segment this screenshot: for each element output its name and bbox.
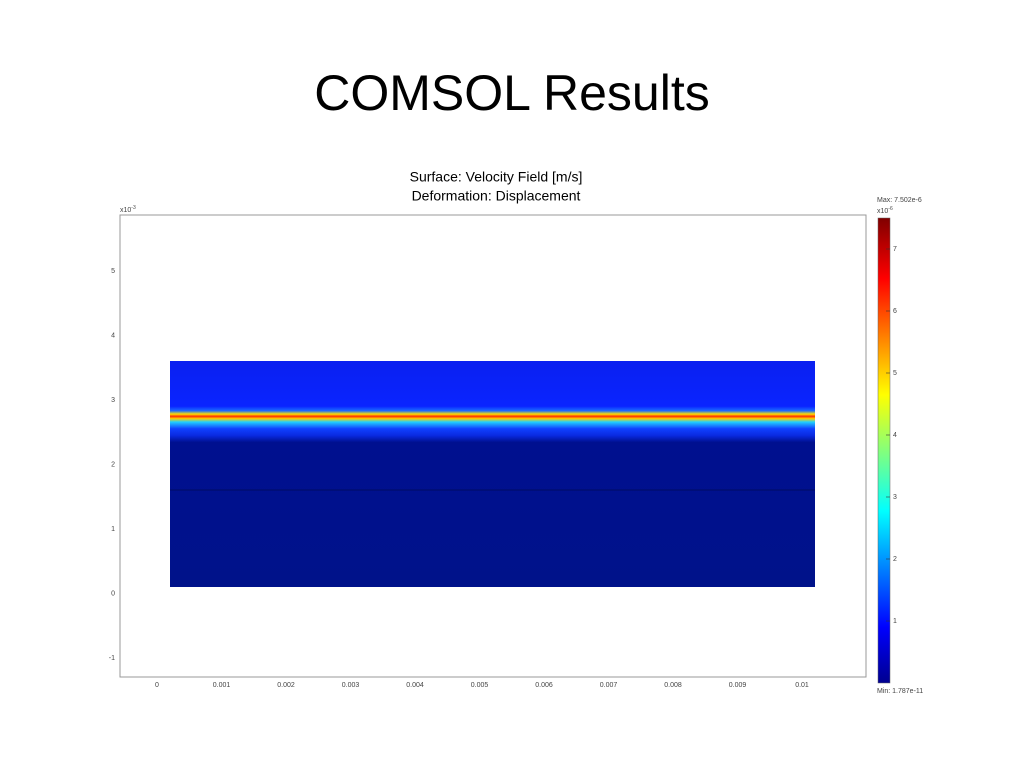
x-tick-label: 0.01 [795,682,809,689]
y-tick-label: 4 [111,333,115,340]
colorbar-tick-label: 6 [893,308,897,315]
x-tick-label: 0 [155,682,159,689]
x-tick-label: 0.009 [729,682,747,689]
x-tick-label: 0.005 [471,682,489,689]
x-tick-label: 0.003 [342,682,360,689]
colorbar-tick-label: 5 [893,370,897,377]
colorbar-tick-label: 3 [893,494,897,501]
y-tick-label: 2 [111,462,115,469]
colorbar-tick-label: 2 [893,556,897,563]
velocity-surface [170,361,815,587]
x-tick-label: 0.001 [213,682,231,689]
colorbar-min: Min: 1.787e-11 [877,688,923,695]
y-tick-label: 1 [111,526,115,533]
slide-title: COMSOL Results [314,65,709,121]
x-tick-label: 0.006 [535,682,553,689]
x-tick-label: 0.008 [664,682,682,689]
y-tick-label: 3 [111,397,115,404]
colorbar-tick-label: 4 [893,432,897,439]
colorbar-tick-label: 1 [893,618,897,625]
colorbar-tick-label: 7 [893,246,897,253]
colorbar-exponent: x10-6 [877,206,893,215]
y-tick-label: -1 [109,655,115,662]
y-exponent: x10-3 [120,205,136,214]
y-tick-label: 0 [111,591,115,598]
x-tick-label: 0.002 [277,682,295,689]
x-tick-label: 0.007 [600,682,618,689]
colorbar-max: Max: 7.502e-6 [877,197,922,204]
plot-title: Surface: Velocity Field [m/s] [410,169,583,185]
y-tick-label: 5 [111,268,115,275]
plot-title: Deformation: Displacement [412,188,581,204]
x-tick-label: 0.004 [406,682,424,689]
colorbar [877,217,891,684]
